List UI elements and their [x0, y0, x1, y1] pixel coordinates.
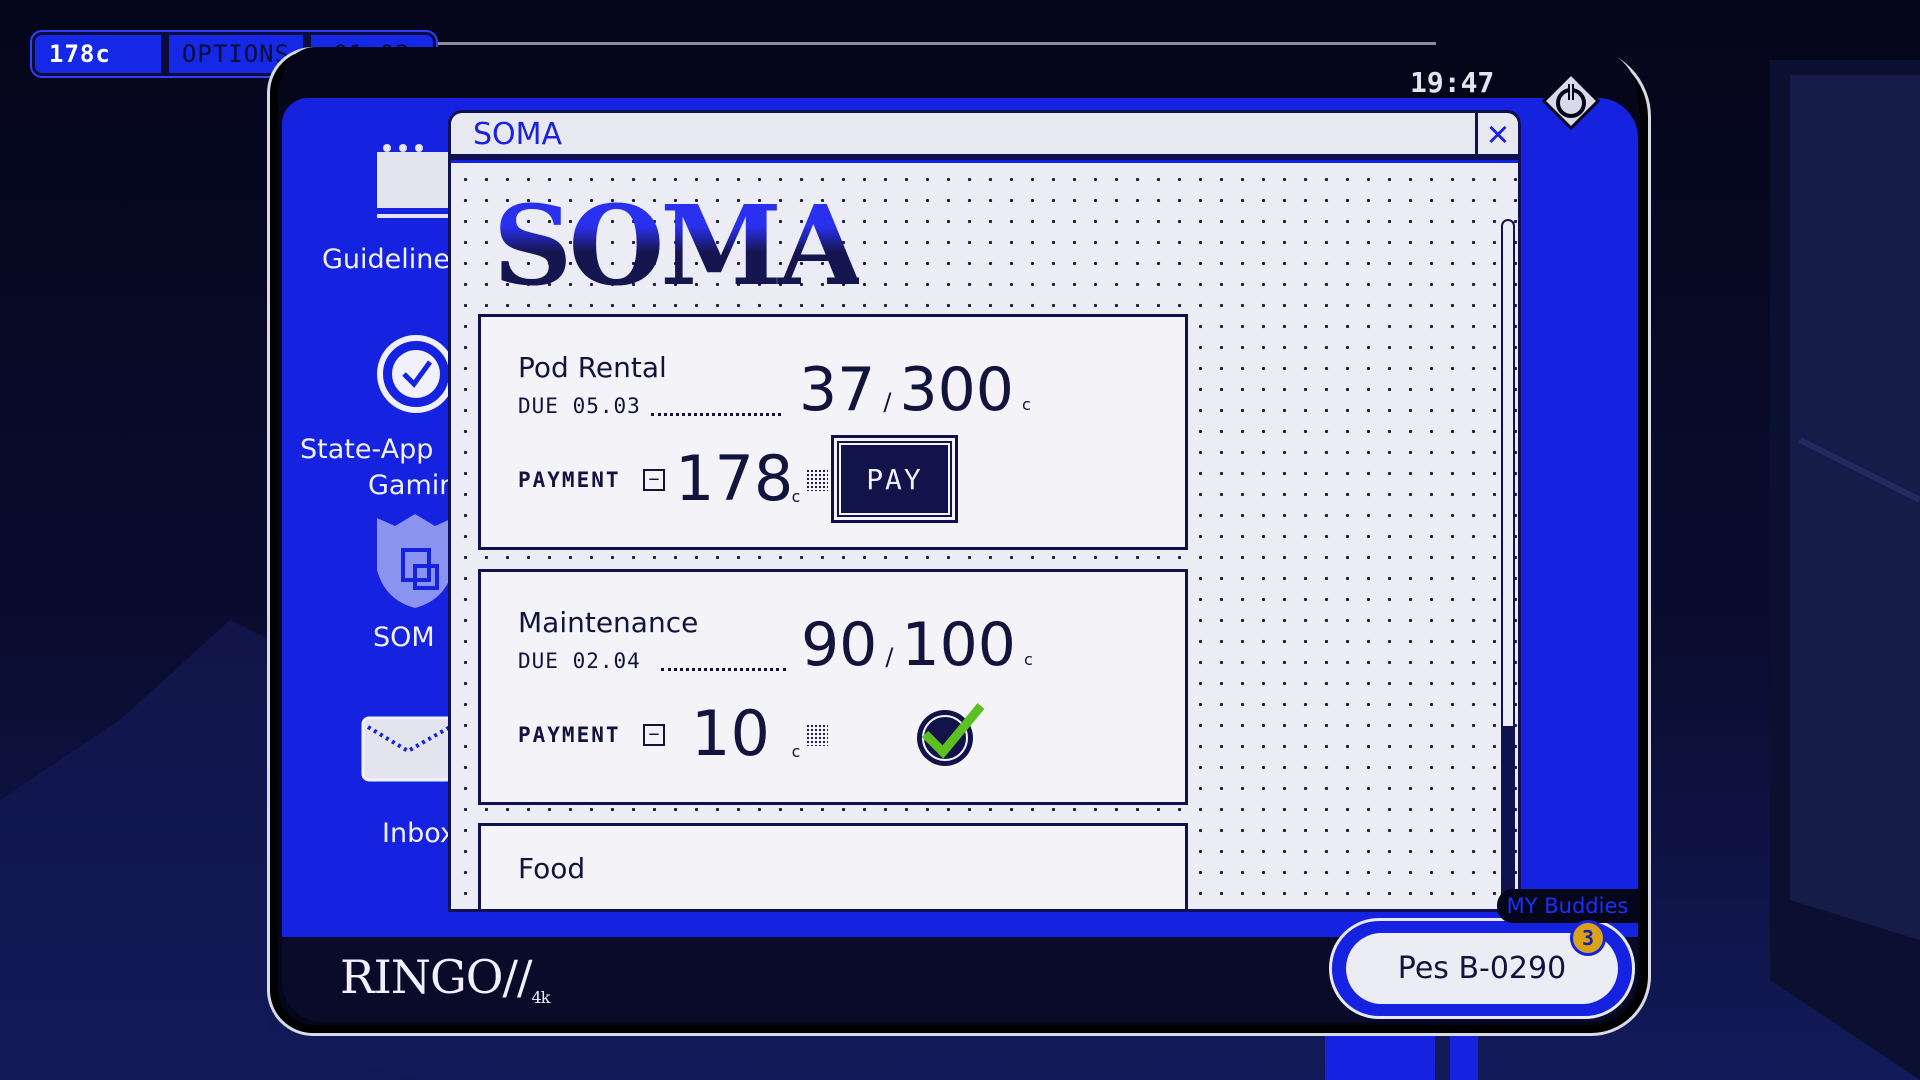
- scrollbar-thumb[interactable]: [1503, 726, 1513, 909]
- clock: 19:47: [1410, 66, 1495, 99]
- brand-name: RINGO: [340, 950, 504, 1004]
- close-icon: ✕: [1487, 113, 1509, 154]
- currency: c: [1021, 395, 1031, 414]
- bill-name: Food: [518, 852, 586, 885]
- bill-paid: 90: [801, 610, 878, 680]
- payment-amount[interactable]: 10: [691, 697, 770, 770]
- scrollbar[interactable]: [1501, 219, 1515, 909]
- ringo-brand-logo: RINGO//4k: [340, 950, 551, 1008]
- slash: /: [885, 643, 894, 671]
- screen-header: [282, 47, 1638, 98]
- bill-name: Maintenance: [518, 606, 699, 639]
- minus-icon: −: [648, 469, 660, 490]
- inbox-label: Inbox: [382, 818, 456, 849]
- my-buddies-tab[interactable]: MY Buddies: [1497, 889, 1638, 923]
- bill-card-food: Food: [478, 823, 1188, 909]
- state-gaming-icon[interactable]: [372, 330, 462, 420]
- bill-name: Pod Rental: [518, 351, 667, 384]
- bill-progress: 37/300 c: [799, 355, 1031, 425]
- currency: c: [1023, 650, 1033, 669]
- window-titlebar[interactable]: SOMA ✕: [451, 113, 1518, 157]
- bill-paid: 37: [799, 355, 876, 425]
- payment-label: PAYMENT: [518, 723, 621, 747]
- close-button[interactable]: ✕: [1475, 113, 1518, 154]
- decrease-payment-button[interactable]: −: [643, 469, 665, 491]
- state-gaming-label: State-App: [300, 434, 434, 465]
- power-icon[interactable]: [1540, 70, 1602, 132]
- soma-app-label: SOM: [373, 622, 435, 653]
- increase-payment-grid-icon[interactable]: [806, 469, 828, 491]
- payment-currency: c: [791, 487, 801, 506]
- increase-payment-grid-icon[interactable]: [806, 724, 828, 746]
- slash: /: [883, 388, 892, 416]
- window-content: SOMA Pod Rental DUE 05.03 37/300 c PAYMEN…: [451, 160, 1518, 909]
- bill-progress: 90/100 c: [801, 610, 1033, 680]
- guidelines-label: Guidelines: [322, 244, 465, 275]
- payment-currency: c: [791, 742, 801, 761]
- pay-button-label: PAY: [837, 441, 952, 517]
- minus-icon: −: [648, 724, 660, 745]
- payment-label: PAYMENT: [518, 468, 621, 492]
- bill-total: 300: [899, 355, 1014, 425]
- soma-window: SOMA ✕ SOMA Pod Rental DUE 05.03 37/300 c…: [448, 110, 1521, 912]
- soma-logo: SOMA: [493, 181, 863, 310]
- dot-leader: [661, 668, 786, 671]
- bill-due-date: DUE 05.03: [518, 394, 641, 418]
- bill-total: 100: [901, 610, 1016, 680]
- state-gaming-label-2: Gamin: [368, 470, 457, 501]
- bill-card-maintenance: Maintenance DUE 02.04 90/100 c PAYMENT − …: [478, 569, 1188, 805]
- options-button[interactable]: OPTIONS: [181, 40, 291, 68]
- decrease-payment-button[interactable]: −: [643, 724, 665, 746]
- pay-button[interactable]: PAY: [831, 435, 958, 523]
- brand-suffix: 4k: [531, 988, 551, 1008]
- bill-card-pod-rental: Pod Rental DUE 05.03 37/300 c PAYMENT − 1…: [478, 314, 1188, 550]
- credits-display: 178c: [49, 40, 111, 68]
- buddies-count-badge: 3: [1570, 920, 1606, 956]
- inbox-icon[interactable]: [360, 715, 455, 785]
- soma-app-icon[interactable]: [375, 510, 455, 610]
- window-title: SOMA: [473, 117, 563, 152]
- dot-leader: [651, 413, 781, 416]
- paid-check-icon: [917, 703, 985, 766]
- payment-amount[interactable]: 178: [675, 442, 794, 515]
- bill-due-date: DUE 02.04: [518, 649, 641, 673]
